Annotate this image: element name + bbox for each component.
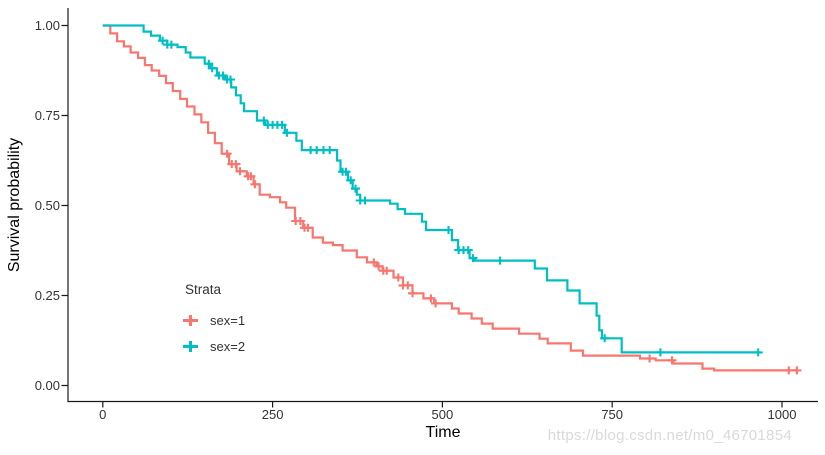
legend: Strata sex=1 sex=2 [183, 282, 245, 359]
censor-plus-icon [183, 340, 198, 353]
watermark-text: https://blog.csdn.net/m0_46701854 [547, 427, 792, 444]
legend-item-sex1: sex=1 [183, 307, 245, 333]
survival-curve-sex=1 [102, 24, 797, 372]
y-tick-label-050: 0.50 [34, 197, 60, 213]
x-tick-label-500: 500 [431, 407, 454, 422]
legend-item-label: sex=2 [210, 338, 246, 354]
censor-plus-icon [183, 314, 198, 327]
y-axis-title: Survival probability [6, 137, 23, 273]
x-tick-label-250: 250 [261, 407, 284, 422]
x-tick-label-1000: 1000 [767, 407, 797, 422]
axis-lines [67, 8, 818, 403]
censor-marks-sex=1 [222, 149, 802, 375]
x-axis-title: Time [425, 424, 461, 441]
legend-item-label: sex=1 [210, 312, 246, 328]
y-tick-label-000: 0.00 [34, 377, 60, 393]
survival-curve-sex=2 [102, 24, 759, 354]
x-tick-label-750: 750 [601, 407, 624, 422]
y-axis-tick-marks [61, 24, 68, 387]
legend-item-sex2: sex=2 [183, 333, 245, 359]
x-axis-tick-marks [102, 401, 783, 408]
y-tick-label-025: 0.25 [34, 287, 60, 303]
y-tick-label-100: 1.00 [34, 17, 60, 33]
censor-marks-sex=2 [158, 36, 763, 357]
x-tick-label-0: 0 [99, 407, 107, 422]
y-tick-label-075: 0.75 [34, 107, 60, 123]
legend-title: Strata [185, 282, 222, 297]
